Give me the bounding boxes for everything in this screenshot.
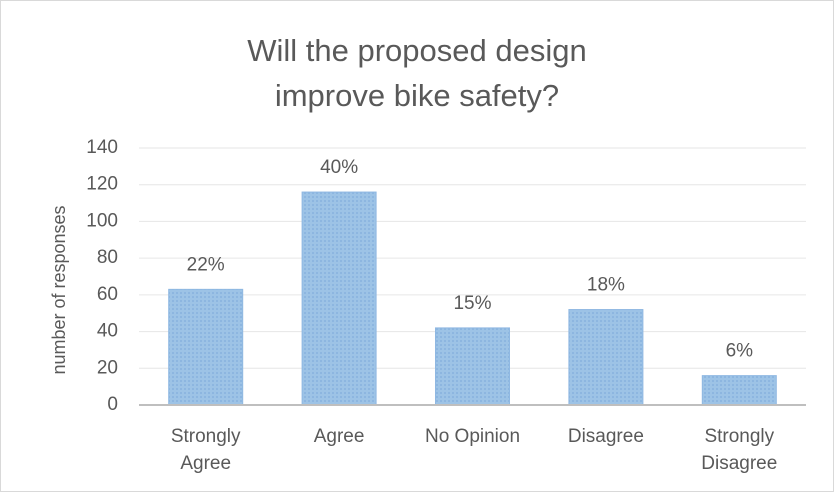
bar	[701, 375, 777, 406]
data-label: 6%	[726, 341, 754, 362]
y-tick-label: 100	[86, 210, 118, 231]
y-tick-label: 120	[86, 174, 118, 195]
chart-title: Will the proposed design improve bike sa…	[247, 33, 587, 113]
y-tick-label: 80	[97, 247, 118, 268]
bar	[568, 309, 644, 406]
bar	[435, 327, 510, 406]
data-label: 15%	[453, 293, 491, 314]
y-tick-label: 40	[97, 321, 118, 342]
y-tick-label: 60	[97, 284, 118, 305]
data-label: 18%	[587, 275, 625, 296]
x-tick-label: Strongly Disagree	[701, 426, 778, 474]
data-label: 40%	[320, 157, 358, 178]
x-tick-label: No Opinion	[424, 426, 521, 447]
x-tick-label: Agree	[313, 426, 365, 447]
x-tick-label: Disagree	[567, 426, 644, 447]
y-tick-label: 140	[86, 137, 118, 158]
data-label: 22%	[187, 254, 225, 275]
y-axis-label: number of responses	[49, 205, 69, 374]
x-tick-label: Strongly Agree	[170, 426, 241, 474]
bar	[301, 191, 377, 406]
y-tick-label: 20	[97, 357, 118, 378]
bar	[168, 288, 244, 406]
y-tick-label: 0	[107, 394, 118, 415]
